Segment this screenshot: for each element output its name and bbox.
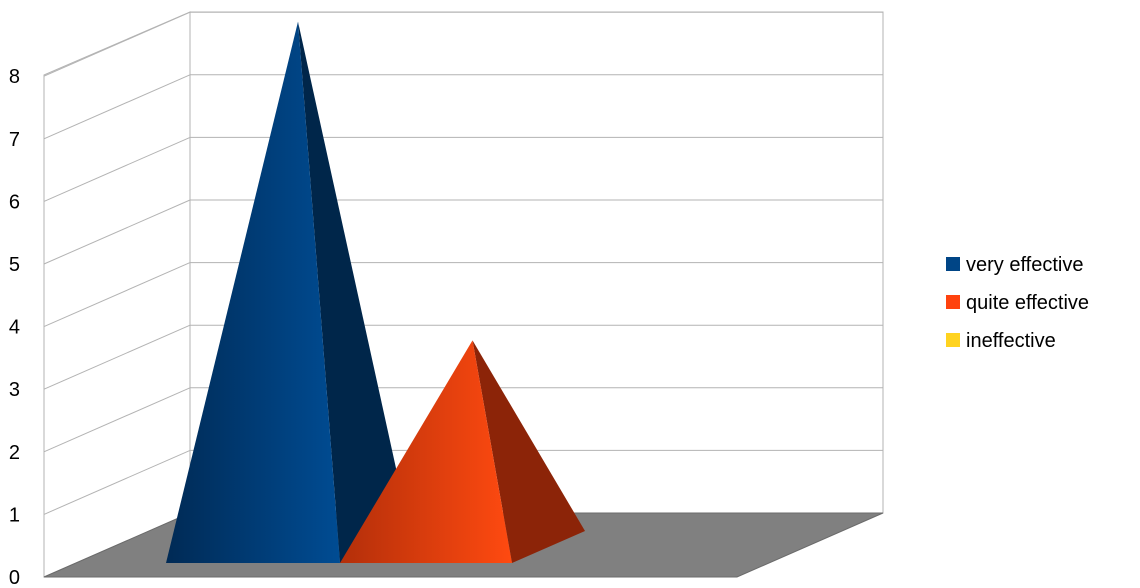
legend-swatch xyxy=(946,295,960,309)
legend: very effective quite effective ineffective xyxy=(946,254,1089,352)
pyramid-front-face xyxy=(166,21,340,564)
gridline-side xyxy=(43,11,191,77)
pyramids xyxy=(166,21,585,564)
y-tick-label: 5 xyxy=(9,254,20,276)
gridline-side xyxy=(43,262,191,328)
legend-swatch xyxy=(946,333,960,347)
legend-label: very effective xyxy=(966,254,1083,276)
legend-label: ineffective xyxy=(966,330,1056,352)
y-tick-label: 8 xyxy=(9,66,20,88)
y-tick-label: 4 xyxy=(9,317,20,339)
legend-item: quite effective xyxy=(946,292,1089,314)
y-tick-label: 0 xyxy=(9,567,20,588)
gridline-side xyxy=(43,324,191,390)
gridline-side xyxy=(43,449,191,515)
pyramid-side-face xyxy=(298,21,410,564)
gridline-side xyxy=(43,74,191,140)
pyramid-quite-effective xyxy=(340,340,585,563)
gridline-side xyxy=(43,136,191,202)
y-axis-ticks: 0 1 2 3 4 5 6 7 8 xyxy=(9,66,20,588)
y-tick-label: 6 xyxy=(9,191,20,213)
y-tick-label: 1 xyxy=(9,504,20,526)
pyramid-front-face xyxy=(340,340,512,563)
y-tick-label: 7 xyxy=(9,129,20,151)
y-tick-label: 2 xyxy=(9,442,20,464)
gridline-side xyxy=(43,199,191,265)
legend-item: very effective xyxy=(946,254,1083,276)
gridline-side xyxy=(43,387,191,453)
y-tick-label: 3 xyxy=(9,379,20,401)
legend-item: ineffective xyxy=(946,330,1056,352)
pyramid-side-face xyxy=(472,340,585,563)
legend-swatch xyxy=(946,257,960,271)
legend-label: quite effective xyxy=(966,292,1089,314)
pyramid-very-effective xyxy=(166,21,410,564)
